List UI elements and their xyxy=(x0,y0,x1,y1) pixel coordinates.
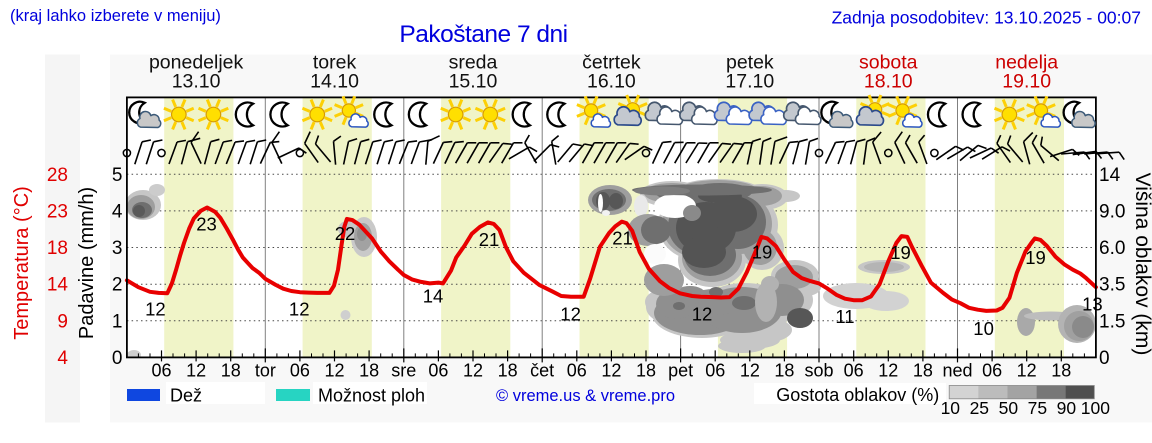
svg-text:© vreme.us & vreme.pro: © vreme.us & vreme.pro xyxy=(496,387,675,405)
svg-text:Pakoštane 7 dni: Pakoštane 7 dni xyxy=(399,21,567,48)
svg-text:06: 06 xyxy=(844,361,864,381)
svg-text:100: 100 xyxy=(1081,398,1110,418)
svg-text:18.10: 18.10 xyxy=(864,71,913,93)
svg-text:0: 0 xyxy=(112,348,123,369)
svg-text:ned: ned xyxy=(942,361,972,381)
svg-text:18: 18 xyxy=(359,361,379,381)
svg-text:0: 0 xyxy=(1099,348,1110,369)
svg-text:4: 4 xyxy=(112,201,123,222)
svg-text:sob: sob xyxy=(805,361,834,381)
svg-text:19: 19 xyxy=(1025,247,1046,268)
svg-text:06: 06 xyxy=(705,361,725,381)
svg-text:6.0: 6.0 xyxy=(1099,238,1125,259)
svg-text:9.0: 9.0 xyxy=(1099,201,1125,222)
svg-text:06: 06 xyxy=(290,361,310,381)
svg-text:13.10: 13.10 xyxy=(172,71,221,93)
svg-text:Gostota oblakov (%): Gostota oblakov (%) xyxy=(776,385,939,405)
svg-text:2: 2 xyxy=(112,275,123,296)
svg-text:15.10: 15.10 xyxy=(449,71,498,93)
svg-text:Temperatura (°C): Temperatura (°C) xyxy=(11,186,33,340)
svg-text:10: 10 xyxy=(973,318,994,339)
svg-text:18: 18 xyxy=(47,238,68,259)
svg-text:3.5: 3.5 xyxy=(1099,275,1125,296)
svg-text:Višina oblakov (km): Višina oblakov (km) xyxy=(1131,173,1152,356)
svg-text:Zadnja posodobitev: 13.10.2025: Zadnja posodobitev: 13.10.2025 - 00:07 xyxy=(832,8,1141,28)
svg-text:sreda: sreda xyxy=(449,52,498,74)
svg-text:1: 1 xyxy=(112,311,123,332)
svg-text:21: 21 xyxy=(479,229,500,250)
svg-text:19: 19 xyxy=(752,242,773,263)
svg-text:12: 12 xyxy=(463,361,483,381)
svg-text:Dež: Dež xyxy=(170,386,202,406)
svg-text:9: 9 xyxy=(57,311,68,332)
svg-text:14: 14 xyxy=(423,286,444,307)
svg-text:10: 10 xyxy=(941,398,961,418)
svg-text:12: 12 xyxy=(289,299,310,320)
svg-text:12: 12 xyxy=(186,361,206,381)
svg-text:1.5: 1.5 xyxy=(1099,311,1125,332)
svg-text:3: 3 xyxy=(112,238,123,259)
svg-text:(kraj lahko izberete v meniju): (kraj lahko izberete v meniju) xyxy=(10,7,221,25)
svg-text:4: 4 xyxy=(57,348,68,369)
svg-text:06: 06 xyxy=(428,361,448,381)
svg-text:18: 18 xyxy=(1051,361,1071,381)
svg-text:16.10: 16.10 xyxy=(587,71,636,93)
svg-text:Padavine (mm/h): Padavine (mm/h) xyxy=(76,187,98,339)
svg-text:Možnost ploh: Možnost ploh xyxy=(318,386,425,406)
svg-text:12: 12 xyxy=(325,361,345,381)
svg-text:18: 18 xyxy=(221,361,241,381)
svg-text:23: 23 xyxy=(47,201,68,222)
svg-text:19.10: 19.10 xyxy=(1002,71,1051,93)
svg-text:12: 12 xyxy=(145,299,166,320)
svg-text:12: 12 xyxy=(692,304,713,325)
svg-text:četrtek: četrtek xyxy=(582,52,641,74)
svg-text:06: 06 xyxy=(567,361,587,381)
svg-text:18: 18 xyxy=(636,361,656,381)
svg-text:06: 06 xyxy=(982,361,1002,381)
svg-text:sobota: sobota xyxy=(859,52,918,74)
svg-text:12: 12 xyxy=(740,361,760,381)
svg-text:nedelja: nedelja xyxy=(995,52,1058,74)
svg-text:12: 12 xyxy=(1017,361,1037,381)
svg-text:22: 22 xyxy=(335,223,356,244)
svg-text:5: 5 xyxy=(112,165,123,186)
svg-text:čet: čet xyxy=(530,361,554,381)
svg-text:21: 21 xyxy=(612,228,633,249)
svg-text:14: 14 xyxy=(47,275,69,296)
svg-text:18: 18 xyxy=(774,361,794,381)
svg-text:75: 75 xyxy=(1028,398,1047,418)
svg-text:13: 13 xyxy=(1082,294,1103,315)
svg-text:torek: torek xyxy=(313,52,357,74)
svg-text:11: 11 xyxy=(835,306,854,327)
svg-text:ponedeljek: ponedeljek xyxy=(149,52,244,74)
svg-text:23: 23 xyxy=(196,213,217,234)
svg-text:18: 18 xyxy=(913,361,933,381)
svg-text:14: 14 xyxy=(1099,165,1121,186)
svg-text:sre: sre xyxy=(391,361,416,381)
svg-text:petek: petek xyxy=(726,52,774,74)
svg-text:12: 12 xyxy=(878,361,898,381)
svg-text:pet: pet xyxy=(668,361,693,381)
svg-text:50: 50 xyxy=(999,398,1019,418)
svg-text:06: 06 xyxy=(151,361,171,381)
svg-text:tor: tor xyxy=(255,361,276,381)
svg-text:12: 12 xyxy=(601,361,621,381)
svg-text:12: 12 xyxy=(560,304,581,325)
svg-text:14.10: 14.10 xyxy=(310,71,359,93)
svg-text:90: 90 xyxy=(1057,398,1077,418)
svg-text:25: 25 xyxy=(970,398,989,418)
svg-text:28: 28 xyxy=(47,165,68,186)
svg-text:17.10: 17.10 xyxy=(725,71,774,93)
svg-text:18: 18 xyxy=(498,361,518,381)
svg-text:19: 19 xyxy=(890,242,911,263)
